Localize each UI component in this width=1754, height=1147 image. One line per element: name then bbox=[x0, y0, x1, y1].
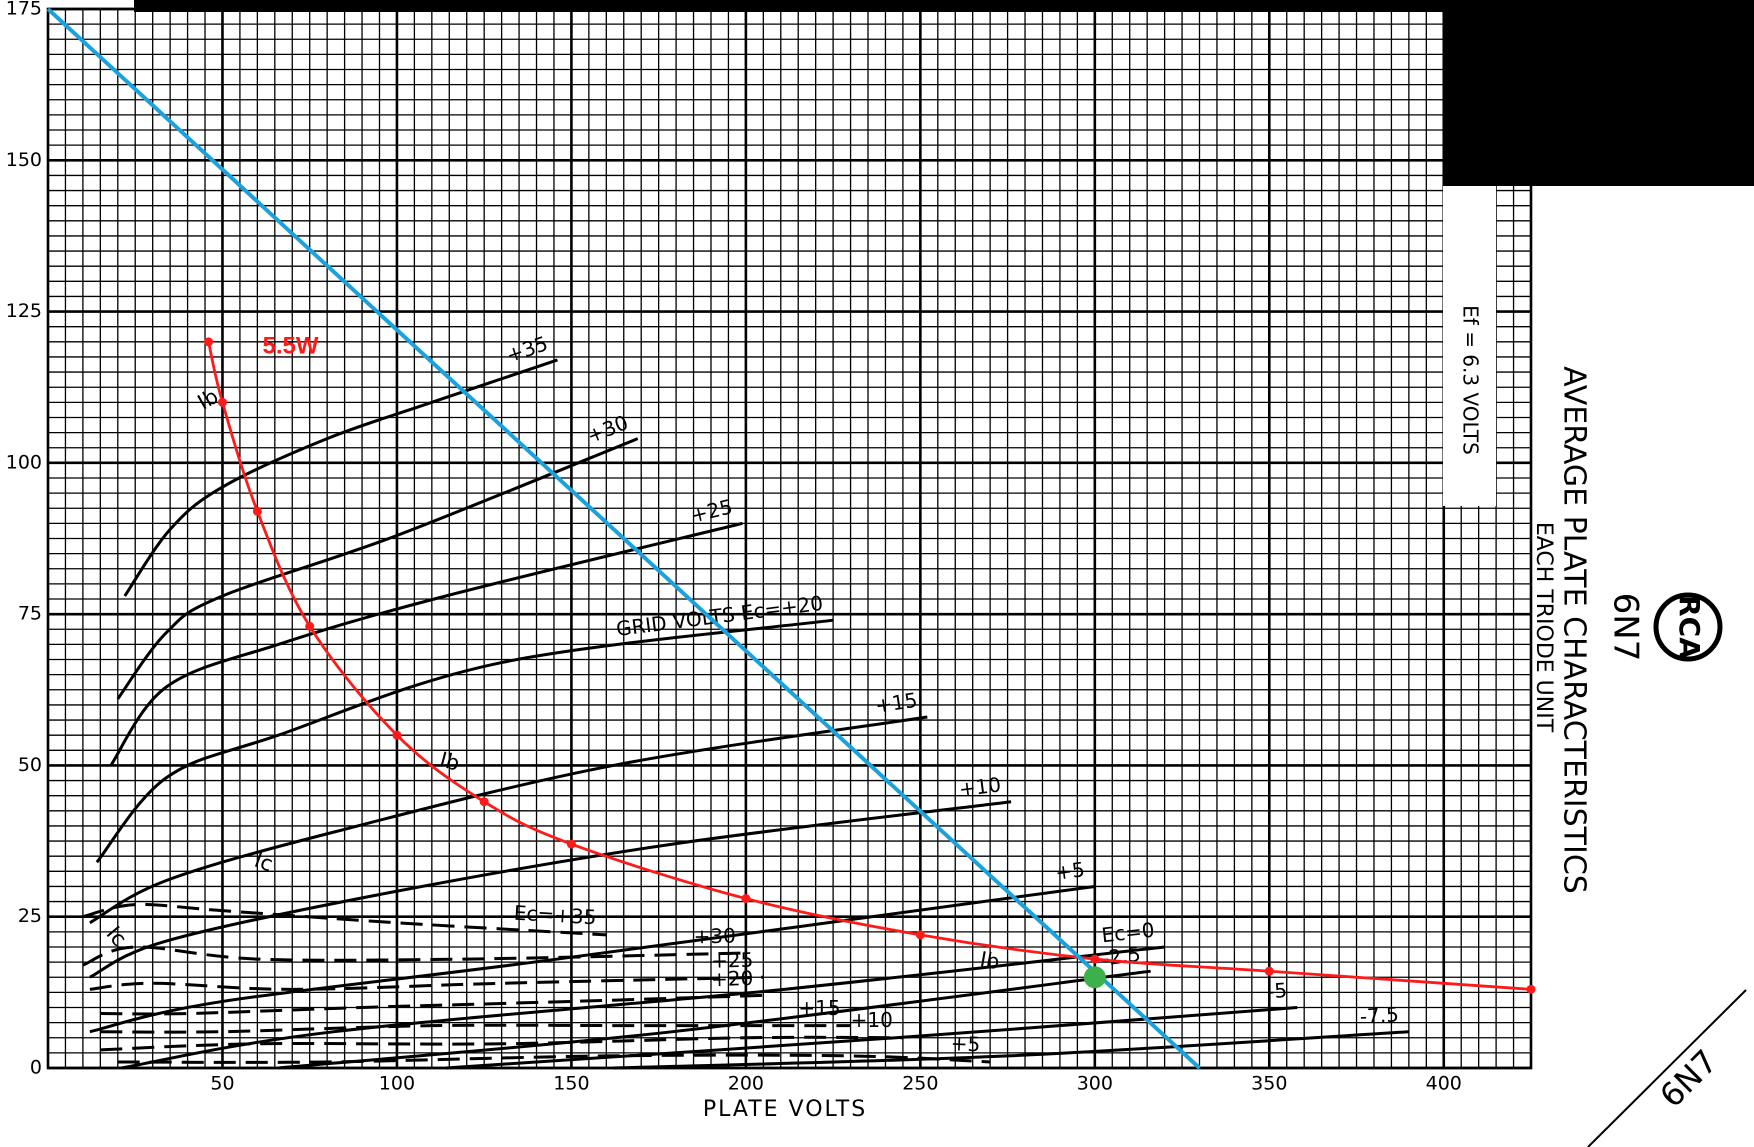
x-tick-label: 400 bbox=[1426, 1073, 1462, 1095]
y-tick-label: 50 bbox=[18, 754, 42, 776]
characteristic-curve bbox=[109, 521, 743, 767]
x-tick-label: 150 bbox=[553, 1073, 589, 1095]
curve-label: Ec=+35 bbox=[513, 901, 597, 930]
curve-label: 5.5W bbox=[262, 333, 318, 360]
chart-subtitle: EACH TRIODE UNIT bbox=[1531, 522, 1556, 733]
logo-ring bbox=[1653, 592, 1723, 662]
overlay-line bbox=[207, 341, 1532, 991]
operating-point bbox=[1083, 966, 1106, 989]
redaction-bar bbox=[134, 0, 1754, 12]
x-tick-label: 250 bbox=[902, 1073, 938, 1095]
characteristic-curve bbox=[100, 1023, 851, 1034]
characteristic-curve bbox=[95, 618, 834, 864]
y-tick-label: 100 bbox=[6, 451, 42, 473]
characteristic-curve bbox=[89, 884, 1096, 1034]
characteristic-curve bbox=[82, 945, 746, 967]
curve-dot bbox=[392, 730, 402, 740]
filament-box bbox=[1443, 186, 1496, 506]
tube-type: 6N7 bbox=[1606, 593, 1646, 662]
curve-dot bbox=[1090, 954, 1100, 964]
characteristic-curve bbox=[89, 800, 1012, 979]
characteristic-curve bbox=[613, 1030, 1409, 1070]
curve-dot bbox=[217, 397, 227, 407]
curve-label: +10 bbox=[851, 1008, 893, 1032]
y-tick-label: 125 bbox=[6, 300, 42, 322]
x-tick-label: 350 bbox=[1251, 1073, 1287, 1095]
redaction-block bbox=[1443, 0, 1754, 186]
curve-label: Ec=0 bbox=[1100, 918, 1155, 948]
curve-dot bbox=[566, 839, 576, 849]
x-tick-label: 50 bbox=[210, 1073, 234, 1095]
characteristic-curve bbox=[445, 1005, 1298, 1070]
corner-line bbox=[1587, 989, 1747, 1147]
y-tick-label: 0 bbox=[30, 1057, 42, 1079]
curve-dot bbox=[479, 797, 489, 807]
curve-label: +15 bbox=[798, 996, 840, 1020]
characteristic-curve bbox=[117, 1053, 991, 1064]
curve-label: +5 bbox=[1054, 857, 1086, 885]
characteristic-curve bbox=[123, 358, 558, 597]
curve-label: +5 bbox=[950, 1031, 980, 1056]
curve-label: +20 bbox=[711, 966, 754, 991]
curve-dot bbox=[741, 894, 751, 904]
curve-label: -7.5 bbox=[1359, 1002, 1399, 1028]
characteristic-curve bbox=[89, 975, 764, 991]
curve-label: -5 bbox=[1266, 978, 1288, 1003]
characteristic-curve bbox=[100, 1035, 903, 1052]
y-tick-label: 25 bbox=[18, 905, 42, 927]
curve-dot bbox=[252, 506, 262, 516]
characteristic-curve bbox=[278, 969, 1151, 1070]
logo: RCA bbox=[1673, 595, 1706, 659]
overlay-line bbox=[46, 7, 1201, 1070]
filament-note: Ef = 6.3 VOLTS bbox=[1459, 305, 1483, 455]
chart-title: AVERAGE PLATE CHARACTERISTICS bbox=[1557, 366, 1592, 894]
x-tick-label: 100 bbox=[379, 1073, 415, 1095]
curve-dot bbox=[1526, 984, 1536, 994]
x-axis-label: PLATE VOLTS bbox=[703, 1097, 867, 1122]
x-tick-label: 300 bbox=[1077, 1073, 1113, 1095]
grid: 50 100 150 200 250 300 350 400 0 25 50 75 100 125 150 1… bbox=[6, 0, 1533, 1095]
characteristic-curve bbox=[116, 437, 639, 700]
curve-label: +25 bbox=[711, 948, 754, 973]
curve-dot bbox=[204, 337, 214, 347]
y-tick-label: 175 bbox=[6, 0, 42, 20]
x-tick-label: 200 bbox=[728, 1073, 764, 1095]
curve-label: +30 bbox=[693, 924, 736, 949]
characteristic-curve bbox=[82, 902, 607, 937]
characteristic-curve bbox=[100, 993, 764, 1016]
curve-dot bbox=[1264, 966, 1274, 976]
y-tick-label: 75 bbox=[18, 603, 42, 625]
curve-dot bbox=[915, 930, 925, 940]
curve-label: -2.5 bbox=[1100, 942, 1142, 971]
characteristic-curve bbox=[89, 715, 928, 925]
curve-label: +10 bbox=[958, 772, 1003, 801]
curve-dot bbox=[305, 621, 315, 631]
y-tick-label: 150 bbox=[6, 149, 42, 171]
annotation: Ib bbox=[978, 947, 1001, 974]
characteristic-curve bbox=[121, 945, 1165, 1070]
